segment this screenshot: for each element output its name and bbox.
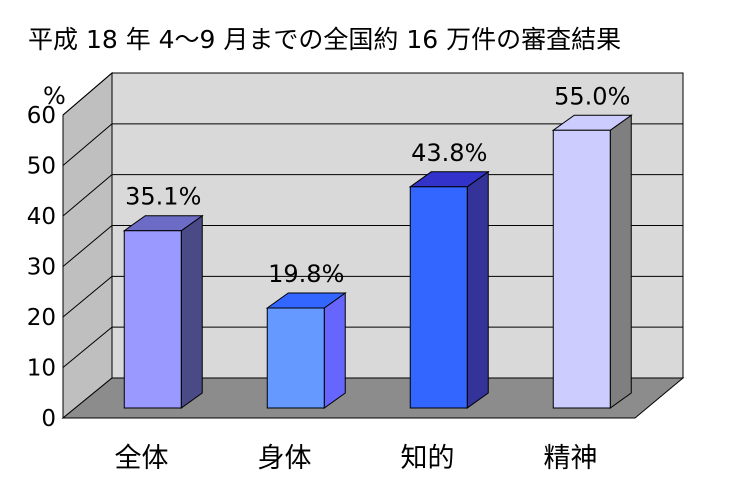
y-tick-label: 30 (27, 255, 56, 281)
bar-1 (122, 214, 204, 409)
y-tick-label: 60 (27, 103, 56, 129)
y-tick-label: 50 (27, 154, 56, 180)
y-tick-label: 0 (41, 406, 56, 432)
gridlines (62, 72, 683, 368)
gridline (62, 275, 683, 318)
y-tick-label: 20 (27, 305, 56, 331)
x-tick-label: 全体 (115, 443, 169, 474)
bar-front (409, 186, 468, 409)
data-label: 35.1% (125, 183, 201, 211)
y-tick-labels: 0 10 20 30 40 50 60 (27, 103, 56, 432)
bar-side (466, 170, 489, 409)
data-label: 43.8% (411, 139, 487, 167)
gridline (62, 225, 683, 267)
gridline (62, 72, 683, 116)
bar-front (266, 307, 325, 409)
gridline (62, 174, 683, 217)
x-tick-labels: 全体 身体 知的 精神 (115, 443, 598, 474)
gridline (62, 123, 683, 166)
floor (61, 377, 685, 419)
x-tick-label: 精神 (544, 443, 598, 474)
bar-front (552, 129, 611, 409)
y-tick-label: 40 (27, 204, 56, 230)
data-label: 19.8% (268, 260, 344, 288)
bar-side (609, 114, 632, 409)
bar-2 (265, 292, 347, 409)
y-axis-label: % (43, 82, 66, 110)
data-label: 55.0% (554, 82, 630, 110)
chart-title: 平成 18 年 4～9 月までの全国約 16 万件の審査結果 (28, 25, 621, 54)
bar-front (123, 230, 182, 409)
bar-4 (551, 114, 633, 409)
data-labels: 35.1% 19.8% 43.8% 55.0% (125, 82, 630, 288)
y-tick-label: 10 (27, 356, 56, 382)
x-tick-label: 身体 (258, 443, 312, 474)
bar-side (323, 292, 346, 409)
bar-side (180, 214, 203, 409)
bar-3 (408, 170, 490, 409)
x-tick-label: 知的 (401, 443, 455, 474)
gridline (62, 326, 683, 368)
bars (122, 114, 633, 409)
